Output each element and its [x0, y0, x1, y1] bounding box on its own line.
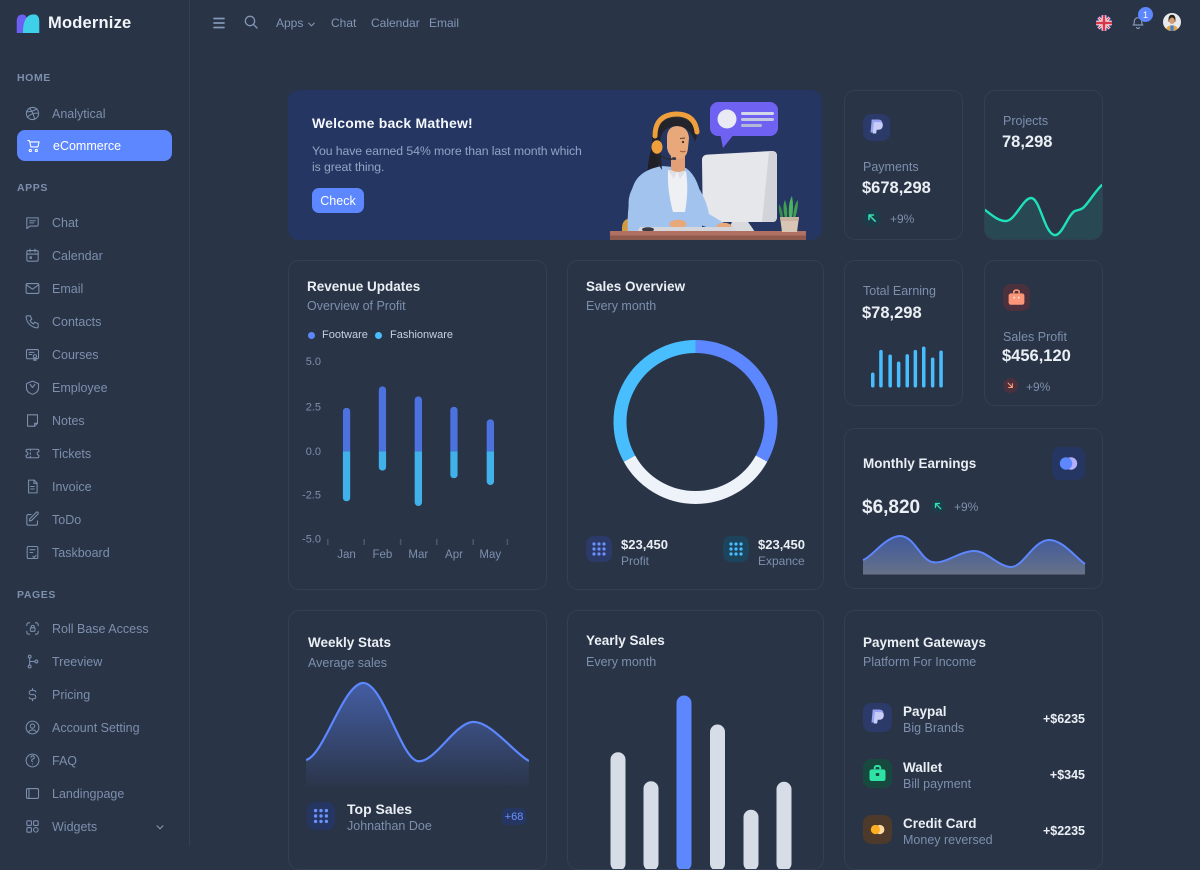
- svg-text:Apr: Apr: [445, 549, 463, 561]
- svg-text:Feb: Feb: [372, 549, 392, 561]
- svg-text:Jan: Jan: [337, 549, 356, 561]
- svg-text:-2.5: -2.5: [302, 490, 321, 502]
- svg-text:0.0: 0.0: [306, 446, 321, 458]
- svg-text:-5.0: -5.0: [302, 534, 321, 546]
- svg-text:Mar: Mar: [408, 549, 428, 561]
- svg-text:2.5: 2.5: [306, 401, 321, 413]
- svg-text:May: May: [479, 549, 501, 561]
- svg-text:5.0: 5.0: [306, 356, 321, 368]
